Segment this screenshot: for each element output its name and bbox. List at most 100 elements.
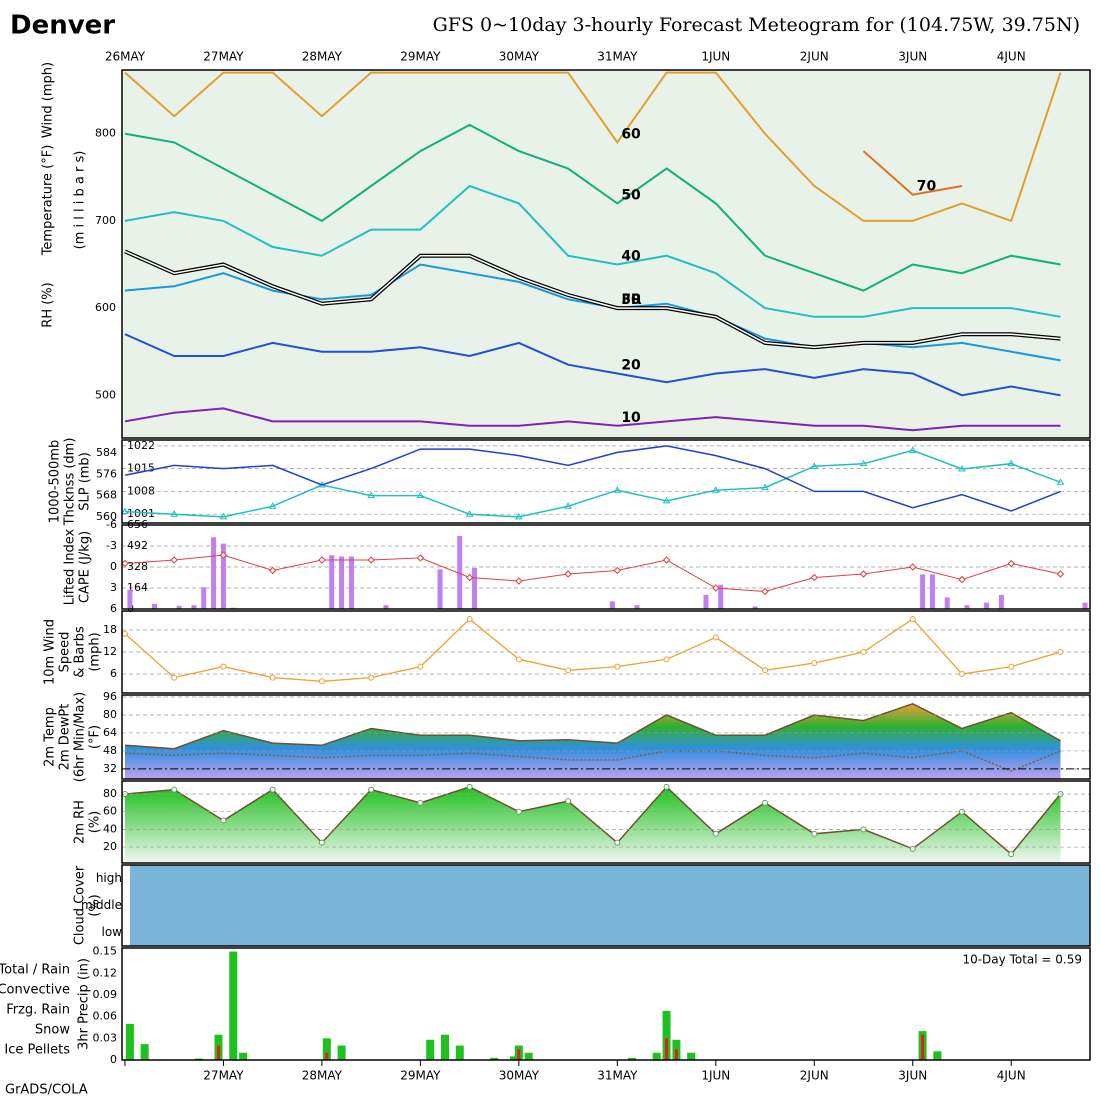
y-tick-label: 40 [103, 822, 117, 835]
marker [465, 510, 474, 517]
x-tick-label-bottom: 2JUN [800, 1069, 829, 1083]
legend-entry: Total / Rain [0, 963, 70, 978]
marker [762, 667, 769, 674]
cape-bar [609, 601, 615, 609]
marker [121, 507, 129, 515]
cape-bar [201, 587, 207, 609]
cape-bar [211, 537, 217, 609]
marker [613, 486, 622, 493]
marker [1007, 559, 1015, 568]
axis-label: Thcknss (dm) [63, 438, 78, 527]
marker [269, 674, 276, 681]
cape-bar [752, 606, 758, 609]
contour-label: FR [621, 292, 642, 308]
contour-label: 20 [621, 357, 641, 373]
area [124, 703, 1061, 779]
marker [466, 783, 473, 790]
contour-label: 40 [621, 248, 641, 264]
precip-bar [674, 1049, 678, 1060]
x-tick-label-top: 28MAY [302, 50, 343, 64]
precip-bar [490, 1057, 499, 1060]
marker [762, 799, 769, 806]
precip-bar [125, 1023, 134, 1060]
y-tick-label: 64 [103, 726, 117, 739]
precip-bar [140, 1044, 149, 1060]
marker [662, 556, 671, 564]
y-tick-label: 0.12 [93, 966, 118, 979]
marker [219, 512, 228, 520]
axis-label: 2m DewPt [58, 704, 73, 771]
axis-label: Cloud Cover [73, 865, 88, 945]
y-tick-label: 560 [96, 510, 117, 523]
contour-line [124, 407, 1061, 432]
wind-line [124, 618, 1061, 682]
marker [171, 786, 178, 793]
contour-line [124, 250, 1061, 349]
y-tick-label: 500 [95, 388, 116, 401]
axis-label: Temperature (°F) [41, 145, 56, 257]
marker [909, 616, 916, 623]
marker [269, 786, 276, 793]
marker [908, 446, 917, 453]
marker [514, 512, 523, 520]
precip-bar [652, 1052, 661, 1060]
axis-label: Speed [58, 632, 73, 673]
x-tick-label-bottom: 29MAY [400, 1069, 441, 1083]
axis-label: SLP (mb) [78, 452, 93, 511]
y-tick-label: 80 [103, 787, 117, 800]
marker [761, 483, 769, 491]
series-line [124, 449, 1061, 518]
precip-bar [440, 1034, 449, 1060]
panel-frame [121, 864, 1091, 947]
marker [220, 817, 227, 824]
axis-label: 2m RH [73, 800, 88, 844]
x-tick-label-top: 26MAY [105, 50, 146, 64]
y-tick-label: 12 [103, 645, 117, 658]
axis-label: 3hr Precip (in) [77, 958, 92, 1050]
cape-bar [127, 589, 133, 609]
precip-bar [322, 1038, 331, 1060]
marker [318, 556, 326, 564]
location: Denver [10, 11, 115, 41]
marker [170, 510, 179, 517]
cloud-band [130, 865, 1090, 946]
contour-label: 30 [621, 292, 641, 308]
marker [614, 663, 621, 670]
y-tick-label: 80 [103, 708, 117, 721]
marker [220, 663, 227, 670]
marker [367, 556, 375, 564]
x-tick-label-bottom: 4JUN [997, 1069, 1026, 1083]
marker [466, 616, 473, 623]
footer: GrADS/COLA [5, 1083, 88, 1098]
marker [368, 786, 375, 793]
panel-frame [121, 780, 1091, 864]
marker [515, 577, 523, 585]
axis-label: CAPE (J/kg) [78, 531, 93, 603]
cape-bar [339, 556, 345, 609]
cape-bar [437, 569, 443, 609]
axis-label: (6hr Min/Max) [73, 692, 88, 782]
contour-line [124, 71, 1062, 223]
y-tick-label: 492 [127, 539, 148, 552]
marker [565, 667, 572, 674]
contour-label: 60 [621, 126, 641, 142]
marker [416, 554, 425, 562]
x-tick-label-bottom: 31MAY [597, 1069, 638, 1083]
y-tick-label: 18 [103, 623, 117, 636]
y-tick-label: 60 [103, 805, 117, 818]
marker [515, 656, 522, 663]
legend-entry: Convective [0, 983, 70, 998]
y-tick-label: 1001 [127, 507, 155, 520]
marker [565, 798, 572, 805]
contour-label: 50 [621, 187, 641, 203]
x-tick-label-top: 27MAY [203, 50, 244, 64]
y-tick-label: 20 [103, 840, 117, 853]
y-tick-label: 32 [103, 762, 117, 775]
marker [416, 491, 425, 499]
precip-bar [426, 1039, 435, 1060]
cape-bar [176, 605, 182, 609]
x-tick-label-bottom: 27MAY [203, 1069, 244, 1083]
precip-bar [229, 951, 238, 1060]
axis-label: 10m Wind [43, 619, 58, 685]
